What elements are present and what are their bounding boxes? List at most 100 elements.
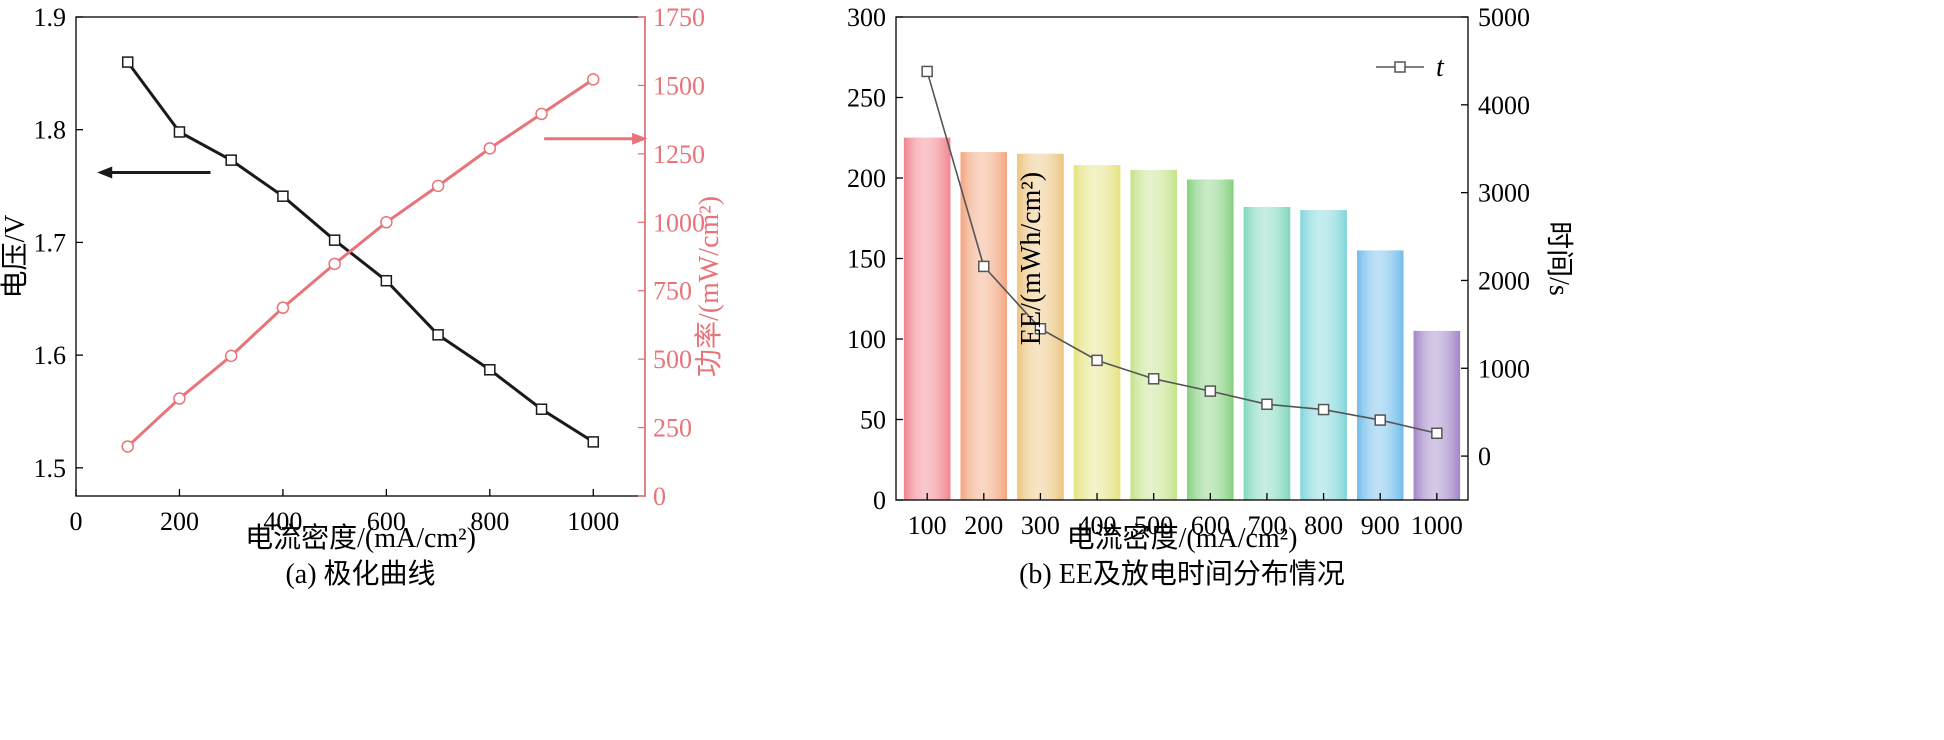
bar [1187,179,1234,501]
right-y-tick-label: 4000 [1478,91,1530,120]
chart-a-caption: (a) 极化曲线 [285,558,435,590]
left-y-tick-label: 50 [860,406,886,435]
right-y-tick-label: 3000 [1478,179,1530,208]
right-y-tick-label: 1000 [1478,354,1530,383]
left-y-tick-label: 1.6 [34,341,67,370]
power-point [328,257,341,271]
chart-b-right-y-ticks: 0 1000 2000 3000 4000 5000 [1461,3,1530,471]
time-line [926,71,1438,435]
series-line-1 [126,61,595,444]
voltage-point [535,403,548,415]
x-tick-label: 1000 [1411,511,1463,540]
chart-b-ee-time: 100 200 300 400 500 600 700 800 900 1000 0 50 100 15… [847,3,1575,590]
x-tick-label: 200 [964,511,1003,540]
right-y-tick-label: 1750 [653,3,705,32]
chart-a-x-axis-label: 电流密度/(mA/cm²) [245,522,476,554]
right-arrow-head [632,132,648,145]
chart-b-time-series [921,65,1443,440]
voltage-point [328,234,341,246]
voltage-point [173,126,186,138]
left-y-tick-label: 0 [873,486,886,515]
left-y-tick-label: 200 [847,164,886,193]
voltage-point [484,364,496,376]
right-y-tick-label: 1000 [653,208,705,237]
bar [1130,169,1177,500]
time-point [1317,403,1330,416]
x-tick-label: 600 [367,507,406,536]
chart-a-plot-frame [75,16,646,497]
right-y-tick-label: 1250 [653,140,705,169]
x-tick-label: 800 [1304,511,1343,540]
voltage-point [277,190,289,202]
chart-a-right-y-ticks: 0 250 500 750 1000 1250 1500 1750 [638,3,705,511]
left-y-tick-label: 250 [847,84,886,113]
chart-b-left-y-axis-label: EE/(mWh/cm²) [1016,172,1047,345]
x-tick-label: 1000 [567,507,619,536]
power-point [121,440,134,453]
bar [903,137,951,500]
chart-b-legend-label: t [1436,52,1445,83]
bar [1300,210,1347,500]
chart-a-right-y-axis-label: 功率/(mW/cm²) [693,196,725,377]
left-y-tick-label: 300 [847,3,886,32]
power-point [224,349,238,363]
chart-b-legend: t [1376,52,1445,83]
chart-a-left-y-ticks: 1.5 1.6 1.7 1.8 1.9 [34,3,83,483]
power-point [535,107,548,121]
x-tick-label: 300 [1021,511,1060,540]
time-point [1431,427,1443,440]
power-point [587,73,600,86]
x-tick-label: 100 [908,511,947,540]
chart-b-legend-marker [1394,61,1406,73]
right-y-tick-label: 0 [653,482,666,511]
x-tick-label: 700 [1247,511,1286,540]
voltage-point [121,56,134,68]
x-tick-label: 200 [160,507,199,536]
chart-b-x-ticks: 100 200 300 400 500 600 700 800 900 1000 [908,493,1463,540]
left-y-tick-label: 100 [847,325,886,354]
x-tick-label: 600 [1191,511,1230,540]
time-point [1261,398,1273,411]
left-y-tick-label: 1.7 [34,228,67,257]
chart-b-bars [903,137,1461,501]
chart-a-left-y-axis-label: 电压/V [0,214,31,298]
time-point [978,260,990,273]
bar [1073,165,1121,500]
chart-a-arrows [97,132,648,179]
series-line-2 [126,78,595,448]
right-y-tick-label: 250 [653,414,692,443]
time-point [1034,323,1047,335]
chart-a-polarization: 0 200 400 600 800 1000 1.5 1.6 1.7 1.8 1.9 0 250 50… [0,3,725,590]
power-point [276,301,290,314]
x-tick-label: 0 [70,507,83,536]
voltage-point [225,154,237,166]
left-y-tick-label: 1.5 [34,454,67,483]
chart-a-x-ticks: 0 200 400 600 800 1000 [70,489,619,536]
left-arrow-head [97,166,113,179]
chart-b-left-y-ticks: 0 50 100 150 200 250 300 [847,3,903,515]
x-tick-label: 400 [1078,511,1117,540]
time-point [1204,385,1217,397]
time-point [1147,373,1160,385]
right-y-tick-label: 1500 [653,71,705,100]
bar [1413,330,1461,500]
x-tick-label: 400 [263,507,302,536]
right-y-tick-label: 500 [653,345,692,374]
time-point [921,65,933,78]
bar [960,152,1008,501]
power-point [483,142,497,155]
power-point [173,392,186,405]
left-y-tick-label: 1.9 [34,3,67,32]
right-y-tick-label: 2000 [1478,266,1530,295]
chart-a-series [121,56,600,453]
chart-b-x-axis-label: 电流密度/(mA/cm²) [1067,522,1298,554]
time-point [1091,354,1103,367]
voltage-point [380,274,393,287]
right-y-tick-label: 0 [1478,442,1491,471]
left-y-tick-label: 150 [847,245,886,274]
right-y-tick-label: 750 [653,277,692,306]
x-tick-label: 900 [1361,511,1400,540]
power-point [431,179,445,193]
chart-b-right-y-axis-label: 时间/s [1543,221,1575,296]
